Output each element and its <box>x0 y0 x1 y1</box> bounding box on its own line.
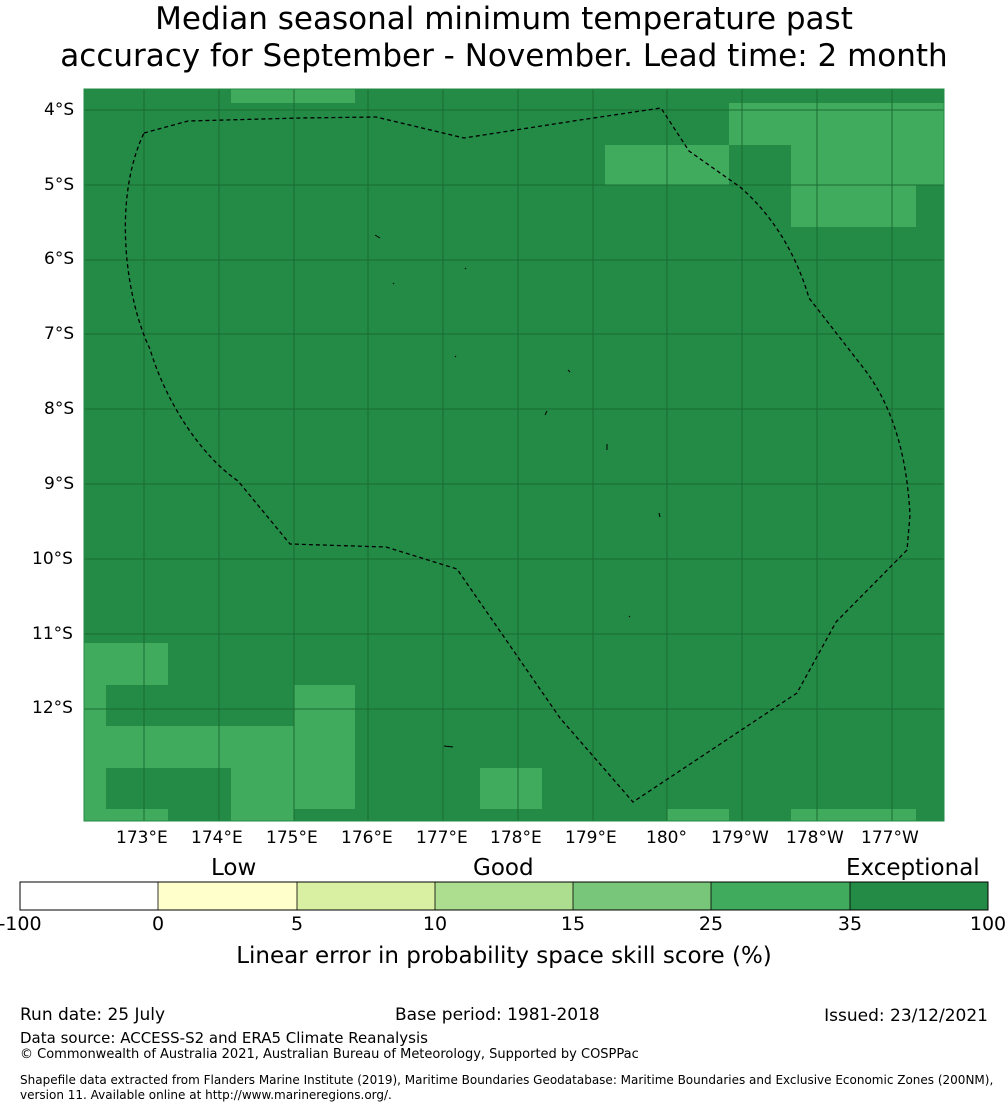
colorbar-label: Linear error in probability space skill … <box>236 943 772 969</box>
shapefile-credit-line-1: Shapefile data extracted from Flanders M… <box>20 1073 994 1087</box>
colorbar-tick: 0 <box>151 913 165 935</box>
skill-cell <box>106 809 168 821</box>
base-period: Base period: 1981-2018 <box>395 1005 600 1025</box>
lat-label: 9°S <box>44 474 75 494</box>
lat-label: 5°S <box>44 175 75 195</box>
islands <box>374 234 661 748</box>
lat-label: 11°S <box>32 624 73 644</box>
lon-label: 175°E <box>266 828 318 848</box>
island <box>544 410 548 416</box>
map-title-line-1: Median seasonal minimum temperature past <box>155 1 853 37</box>
lat-label: 12°S <box>32 698 73 718</box>
lat-label: 6°S <box>44 249 75 269</box>
colorbar-segment <box>850 882 988 910</box>
shapefile-credit-line-2: version 11. Available online at http://w… <box>20 1088 392 1102</box>
issued-date: Issued: 23/12/2021 <box>824 1006 988 1026</box>
island <box>567 369 571 373</box>
island <box>374 234 381 239</box>
lon-label: 180° <box>646 828 687 848</box>
island <box>628 615 631 618</box>
run-date: Run date: 25 July <box>20 1005 166 1025</box>
lon-label: 179°E <box>565 828 617 848</box>
skill-cell <box>667 809 729 821</box>
colorbar-segment <box>20 882 158 910</box>
eez-boundary <box>124 107 911 803</box>
colorbar-tick: -100 <box>0 913 42 935</box>
data-source: Data source: ACCESS-S2 and ERA5 Climate … <box>20 1029 428 1047</box>
copyright: © Commonwealth of Australia 2021, Austra… <box>20 1047 639 1062</box>
lon-label: 178°W <box>786 828 844 848</box>
island <box>658 512 661 518</box>
colorbar-tick: 25 <box>698 913 724 935</box>
colorbar-category-good: Good <box>473 855 534 881</box>
skill-cell <box>84 643 168 685</box>
lon-label: 176°E <box>341 828 393 848</box>
colorbar-segment <box>435 882 573 910</box>
skill-cell <box>84 685 106 821</box>
lon-label: 179°W <box>711 828 769 848</box>
skill-cell <box>791 145 944 185</box>
colorbar-segment <box>158 882 297 910</box>
skill-cell <box>231 89 355 103</box>
colorbar-frame <box>19 881 989 911</box>
lon-label: 178°E <box>490 828 542 848</box>
lon-label: 173°E <box>116 828 168 848</box>
skill-cell <box>231 768 294 821</box>
island <box>392 282 395 285</box>
colorbar-category-low: Low <box>211 855 257 881</box>
colorbar <box>19 881 989 911</box>
lon-label: 177°E <box>416 828 468 848</box>
skill-cell <box>480 768 542 809</box>
colorbar-tick: 5 <box>290 913 304 935</box>
lat-label: 4°S <box>44 100 75 120</box>
map-title-line-2: accuracy for September - November. Lead … <box>60 38 948 74</box>
skill-cell <box>106 726 294 768</box>
colorbar-category-exceptional: Exceptional <box>846 855 980 881</box>
island <box>443 745 454 748</box>
lon-label: 174°E <box>191 828 243 848</box>
colorbar-tick: 15 <box>560 913 586 935</box>
island <box>454 355 457 358</box>
colorbar-segment <box>711 882 850 910</box>
colorbar-segment <box>297 882 435 910</box>
skill-cell <box>729 103 944 145</box>
lat-label: 8°S <box>44 399 75 419</box>
map-frame <box>83 88 945 822</box>
lat-label: 7°S <box>44 324 75 344</box>
island <box>464 267 467 270</box>
gridlines <box>84 89 944 821</box>
colorbar-tick: 35 <box>837 913 863 935</box>
lon-label: 177°W <box>861 828 919 848</box>
colorbar-tick: 10 <box>422 913 448 935</box>
lat-label: 10°S <box>32 549 73 569</box>
colorbar-segment <box>573 882 711 910</box>
colorbar-tick: 100 <box>969 913 1007 935</box>
skill-cell <box>294 685 355 809</box>
skill-cell <box>791 185 916 227</box>
skill-cell <box>791 809 916 821</box>
